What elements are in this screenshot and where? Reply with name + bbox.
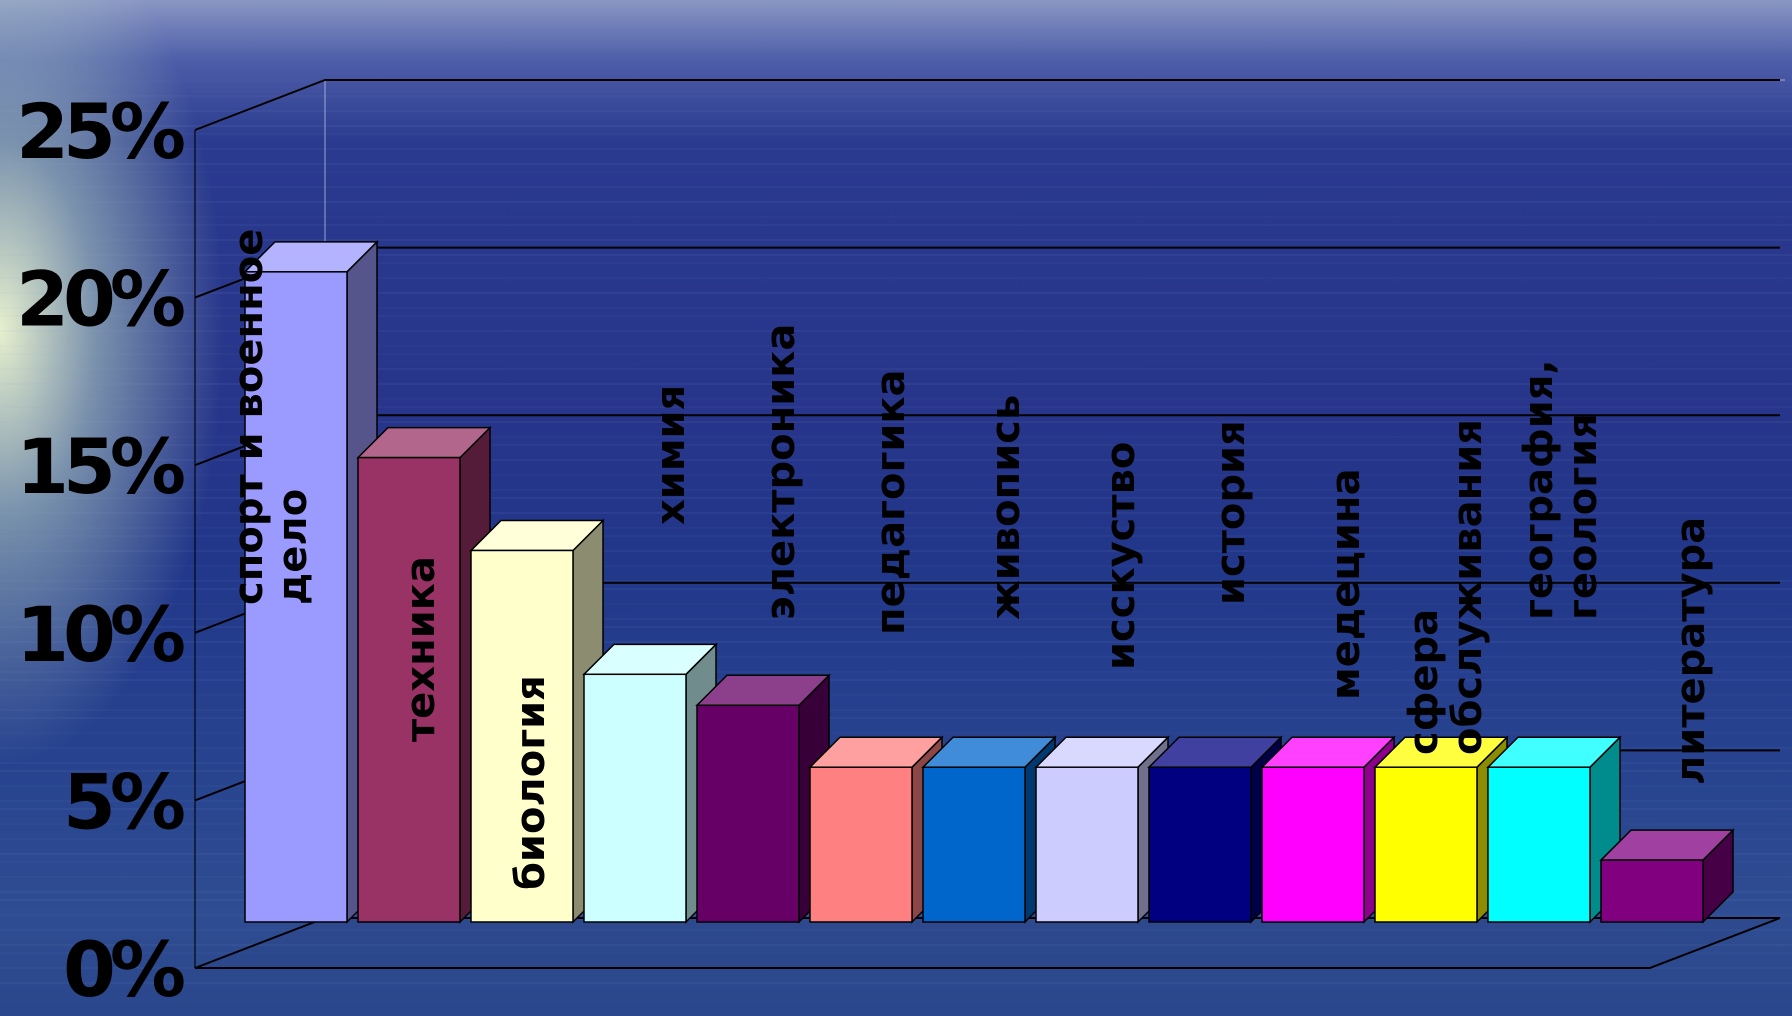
wave-line [0, 239, 1792, 241]
chart-floor [194, 917, 1781, 969]
wave-line [0, 656, 1792, 658]
wave-line [0, 671, 1792, 673]
wave-line [0, 535, 1792, 537]
category-label: биология [508, 675, 554, 890]
bar [469, 518, 605, 924]
bar [695, 673, 831, 924]
bar-front [1600, 859, 1704, 923]
wall-top-edge [194, 79, 1785, 131]
bar [1373, 735, 1509, 924]
wave-line [0, 497, 1792, 499]
wave-line [0, 444, 1792, 446]
wave-line [0, 262, 1792, 264]
category-label: история [1208, 420, 1254, 605]
wave-line [0, 406, 1792, 408]
wave-line [0, 201, 1792, 203]
wave-line [0, 944, 1792, 946]
category-label: электроника [758, 324, 804, 620]
bar [1034, 735, 1170, 924]
category-label: литература [1668, 517, 1714, 785]
bar [921, 735, 1057, 924]
bar-front [1374, 766, 1478, 923]
bar [582, 642, 718, 924]
wave-line [0, 709, 1792, 711]
bar-front [357, 456, 461, 923]
bar-front [1261, 766, 1365, 923]
wave-line [0, 580, 1792, 582]
wave-line [0, 330, 1792, 332]
wave-line [0, 186, 1792, 188]
wave-line [0, 489, 1792, 491]
category-label: живопись [983, 395, 1029, 620]
wave-line [0, 641, 1792, 643]
gridline [194, 246, 1780, 299]
wave-line [0, 353, 1792, 355]
y-tick-label: 25% [16, 87, 184, 176]
wave-line [0, 110, 1792, 112]
bar-front [922, 766, 1026, 923]
category-label: исскуство [1098, 442, 1144, 670]
y-tick-label: 5% [63, 757, 184, 846]
wave-line [0, 292, 1792, 294]
bar [1486, 735, 1622, 924]
wave-line [0, 588, 1792, 590]
wave-line [0, 982, 1792, 984]
y-axis: 0% 5% 10% 15% 20% 25% [16, 87, 190, 1014]
wave-line [0, 459, 1792, 461]
bar [808, 735, 944, 924]
category-label: география,геология [1516, 359, 1606, 620]
wave-line [0, 679, 1792, 681]
bar-front [244, 271, 348, 923]
bar [1147, 735, 1283, 924]
wave-line [0, 148, 1792, 150]
bar-front [696, 704, 800, 923]
bar-front [1148, 766, 1252, 923]
wave-line [0, 626, 1792, 628]
category-label: сфераобслуживания [1401, 419, 1491, 755]
bar-front [1035, 766, 1139, 923]
y-tick-label: 20% [16, 255, 184, 344]
wave-line [0, 277, 1792, 279]
wave-line [0, 133, 1792, 135]
wave-line [0, 368, 1792, 370]
wave-line [0, 512, 1792, 514]
category-labels: спорт и военноедело техника биология химия э… [226, 229, 1714, 890]
y-tick-label: 10% [16, 590, 184, 679]
wave-line [0, 550, 1792, 552]
bar-front [1487, 766, 1591, 923]
wave-line [0, 929, 1792, 931]
category-label: медецина [1323, 468, 1369, 700]
wave-line [0, 398, 1792, 400]
wave-line [0, 125, 1792, 127]
gridline [194, 79, 1780, 131]
wave-line [0, 527, 1792, 529]
bar-front [470, 549, 574, 923]
wave-line [0, 618, 1792, 620]
wave-line [0, 717, 1792, 719]
y-tick-label: 15% [16, 422, 184, 511]
bar-front [583, 673, 687, 923]
category-label: химия [648, 385, 694, 525]
category-label: педагогика [868, 369, 914, 635]
bar [1599, 828, 1735, 924]
wave-line [0, 421, 1792, 423]
wave-line [0, 383, 1792, 385]
y-tick-label: 0% [63, 925, 184, 1014]
wave-line [0, 315, 1792, 317]
bars [243, 240, 1735, 924]
bar [1260, 735, 1396, 924]
wave-line [0, 254, 1792, 256]
wave-line [0, 224, 1792, 226]
category-label: техника [398, 556, 444, 742]
wave-line [0, 95, 1792, 97]
category-label: спорт и военноедело [226, 229, 316, 605]
bar-front [809, 766, 913, 923]
wave-line [0, 163, 1792, 165]
